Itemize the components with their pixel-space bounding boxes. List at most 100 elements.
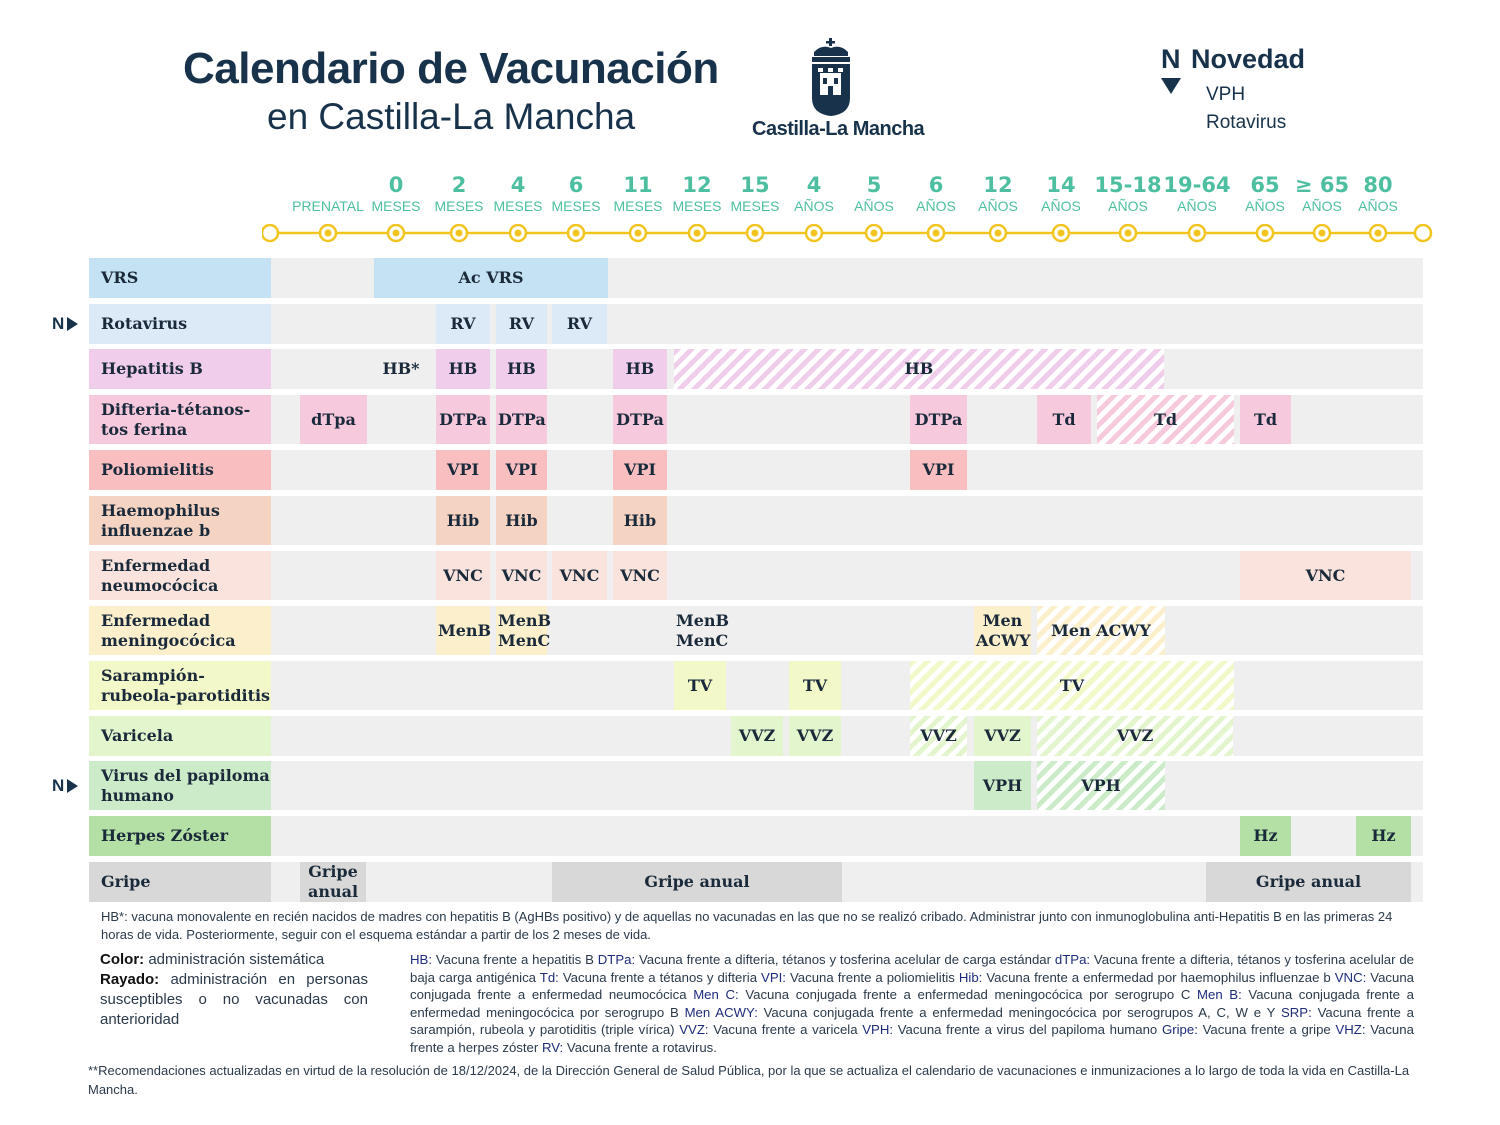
vaccine-block: RV xyxy=(552,304,607,344)
glossary-desc: Vacuna frente a varicela xyxy=(713,1022,858,1037)
glossary-desc: Vacuna frente a rotavirus. xyxy=(566,1039,717,1055)
vaccine-label: Men ACWY xyxy=(1051,620,1151,640)
vaccine-block: MenB xyxy=(436,606,491,655)
age-unit: MESES xyxy=(371,198,421,214)
age-number: 6 xyxy=(928,173,944,197)
glossary-desc: Vacuna frente a difteria, tétanos y tosf… xyxy=(638,952,1052,967)
vaccine-label: Gripe anual xyxy=(307,862,359,901)
age-number: 4 xyxy=(510,173,526,197)
row-label: Virus del papiloma humano xyxy=(89,761,271,810)
timeline-dot-center xyxy=(693,229,701,237)
row-label: Rotavirus xyxy=(89,304,271,344)
legend-hatched: Rayado: administración en personas susce… xyxy=(100,971,369,1028)
novedad-letter: N xyxy=(52,314,65,333)
vaccine-block: DTPa xyxy=(613,395,667,444)
novedad-letter: N xyxy=(52,775,65,795)
vaccine-block: VPH xyxy=(974,761,1031,810)
age-timeline xyxy=(262,224,1433,243)
glossary-desc: Vacuna frente a gripe xyxy=(1202,1022,1331,1037)
age-number: ≥ 65 xyxy=(1294,173,1350,197)
vaccine-label: MenB MenC xyxy=(676,610,730,650)
vaccine-label: VPH xyxy=(982,775,1023,795)
vaccine-label: VPI xyxy=(505,460,538,479)
vaccine-label: VPI xyxy=(624,460,656,479)
vaccine-block: TV xyxy=(674,661,726,710)
vaccine-label: HB* xyxy=(382,359,420,378)
vaccine-label: Hib xyxy=(505,510,538,530)
vaccine-block: MenB MenC xyxy=(674,606,730,655)
age-unit: AÑOS xyxy=(794,198,834,214)
table-row xyxy=(89,761,1423,810)
age-unit: AÑOS xyxy=(978,198,1018,214)
abbreviation-glossary: HB: Vacuna frente a hepatitis B DTPa: Va… xyxy=(410,951,1414,1056)
age-number: 0 xyxy=(388,173,404,197)
glossary-term: HB: xyxy=(410,952,432,967)
vaccine-label: VNC xyxy=(501,565,542,585)
vaccine-label: Gripe anual xyxy=(644,872,750,891)
vaccine-label: Gripe anual xyxy=(1255,872,1362,891)
vaccine-label: HB xyxy=(507,359,536,378)
vaccine-label: dTpa xyxy=(311,409,356,429)
vaccine-label: Hz xyxy=(1253,826,1278,845)
vaccine-block: Men ACWY xyxy=(974,606,1031,655)
timeline-dot-center xyxy=(572,229,580,237)
vaccine-block: Gripe anual xyxy=(552,862,842,902)
vaccine-block: TV xyxy=(789,661,841,710)
vaccine-label: Td xyxy=(1253,409,1278,429)
vaccine-label: VPI xyxy=(447,460,479,479)
novedad-item: Rotavirus xyxy=(1206,112,1287,133)
age-number: 12 xyxy=(983,173,1013,197)
glossary-term: Td: xyxy=(539,969,559,985)
row-label: VRS xyxy=(89,258,271,298)
glossary-term: RV: xyxy=(541,1039,564,1055)
glossary-desc: Vacuna frente a enfermedad por haemophil… xyxy=(986,969,1331,985)
vaccine-label: VVZ xyxy=(920,726,957,745)
age-number: 65 xyxy=(1250,173,1280,197)
vaccine-block: HB* xyxy=(374,349,428,389)
vaccine-label: VNC xyxy=(559,565,600,585)
age-unit: MESES xyxy=(493,198,543,214)
vaccine-block: Hz xyxy=(1356,816,1411,856)
vaccine-label: RV xyxy=(508,314,535,333)
glossary-desc: Vacuna frente a herpes zóster xyxy=(410,1022,1414,1055)
row-label: Haemophilus influenzae b xyxy=(89,496,271,545)
glossary-desc: Vacuna frente a hepatitis B xyxy=(435,952,594,967)
timeline-dot-center xyxy=(810,229,818,237)
vaccine-label: Td xyxy=(1153,409,1178,429)
age-unit: AÑOS xyxy=(854,198,894,214)
vaccine-label: Hib xyxy=(446,510,480,530)
vaccine-block: dTpa xyxy=(300,395,367,444)
vaccine-label: VVZ xyxy=(984,726,1021,745)
novedad-marker: N xyxy=(1161,44,1181,74)
row-label: Sarampión-rubeola-parotiditis xyxy=(89,661,271,710)
vaccine-label: Hz xyxy=(1371,826,1396,845)
glossary-desc: Vacuna conjugada frente a enfermedad men… xyxy=(410,987,1414,1020)
glossary-desc: Vacuna conjugada frente a enfermedad men… xyxy=(763,1004,1276,1020)
glossary-desc: Vacuna conjugada frente a enfermedad neu… xyxy=(410,969,1415,1003)
hb-footnote: HB*: vacuna monovalente en recién nacido… xyxy=(101,909,1393,942)
vaccine-block-hatched: Men ACWY xyxy=(1037,606,1165,655)
timeline-dot-center xyxy=(324,229,332,237)
age-unit: MESES xyxy=(730,198,780,214)
castilla-la-mancha-crest-icon xyxy=(812,38,850,116)
glossary-term: SRP: xyxy=(1280,1004,1312,1020)
age-unit: MESES xyxy=(672,198,722,214)
novedad-row-marker: N xyxy=(52,304,79,344)
age-number: 19-64 xyxy=(1163,173,1231,197)
vaccine-label: VVZ xyxy=(1116,726,1154,745)
vaccine-label: Men ACWY xyxy=(976,610,1031,650)
row-label: Enfermedad neumocócica xyxy=(89,551,271,600)
timeline-dot-center xyxy=(751,229,759,237)
timeline-dot-center xyxy=(455,229,463,237)
vaccine-block: Hz xyxy=(1240,816,1291,856)
vaccine-label: RV xyxy=(450,314,476,333)
timeline-dot-center xyxy=(1261,229,1269,237)
vaccine-block-hatched: VPH xyxy=(1037,761,1165,810)
glossary-term: VPI: xyxy=(761,969,786,985)
row-label: Gripe xyxy=(89,862,271,902)
age-unit: AÑOS xyxy=(1041,198,1081,214)
vaccine-block: DTPa xyxy=(910,395,967,444)
age-number: 11 xyxy=(623,173,653,197)
age-number: 14 xyxy=(1046,173,1076,197)
vaccine-block: VNC xyxy=(1240,551,1411,600)
